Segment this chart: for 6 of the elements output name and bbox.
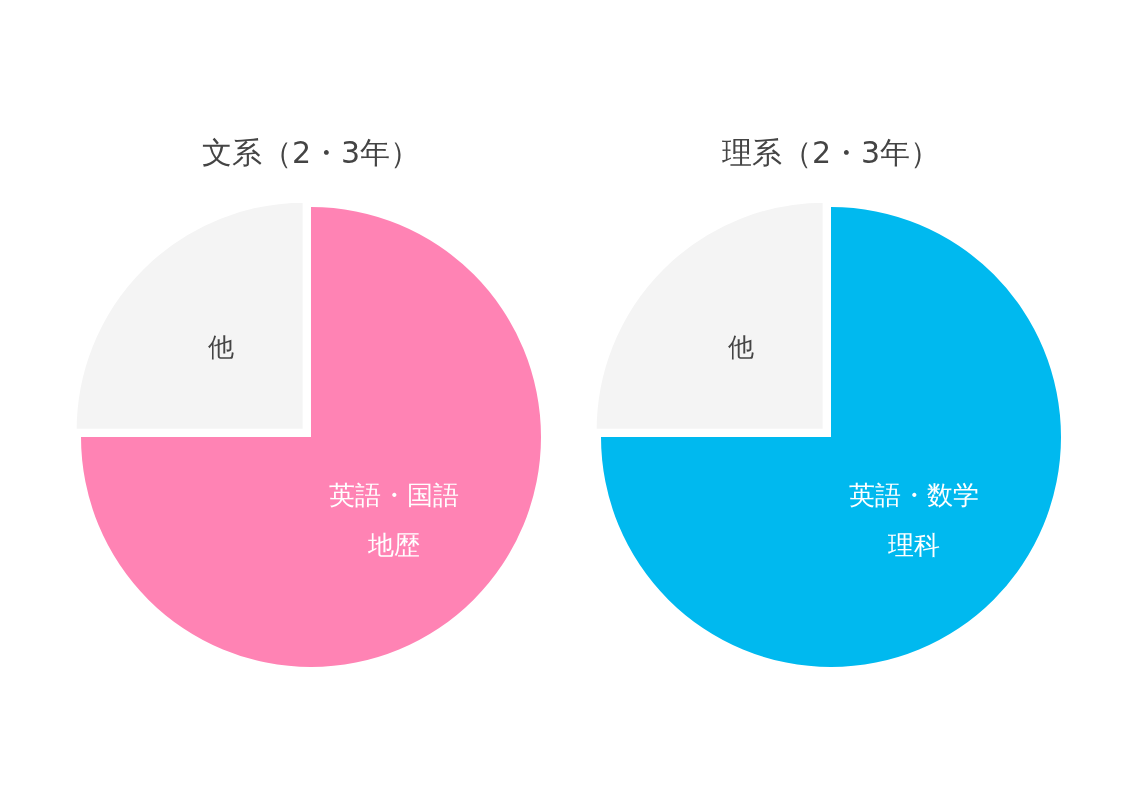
chart-title: 文系（2・3年） bbox=[201, 134, 421, 170]
slice-label: 他 bbox=[728, 332, 755, 363]
slice-label: 英語・国語地歴 bbox=[329, 480, 460, 561]
chart-title: 理系（2・3年） bbox=[721, 134, 941, 170]
slice-label: 英語・数学理科 bbox=[849, 480, 980, 561]
slice-label: 他 bbox=[208, 332, 235, 363]
